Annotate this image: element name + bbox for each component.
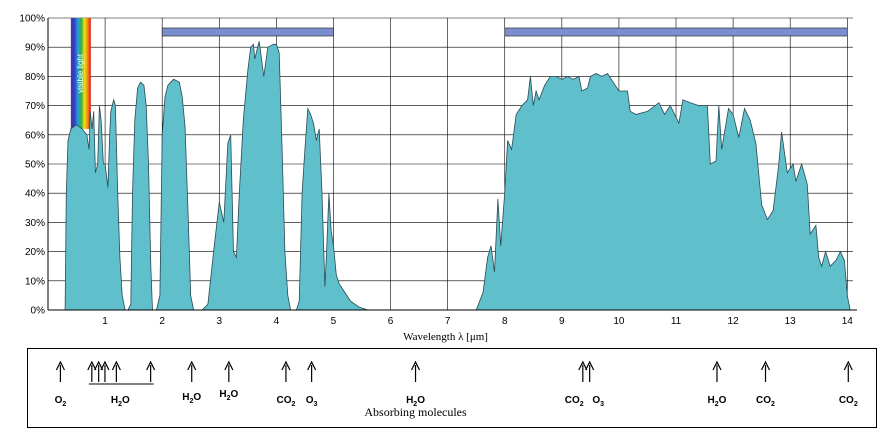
y-tick-label: 70% [25, 101, 45, 112]
y-tick-label: 100% [19, 14, 45, 25]
transmittance-chart: visible light 0% 10% 20% 30% 40% 50% 60% 70% 80%… [19, 14, 857, 343]
y-tick-label: 50% [25, 160, 45, 171]
molecule-labels: O2 H2O H2O H2O CO2 O3 H2O CO2 O3 H2O CO2 CO2 [55, 389, 858, 408]
y-tick-label: 0% [31, 306, 46, 317]
arrow-head [760, 360, 771, 371]
x-tick-label: 8 [502, 316, 508, 327]
x-tick-label: 2 [159, 316, 165, 327]
atmospheric-window-bars [161, 27, 848, 37]
molecule-label: H2O [182, 392, 201, 405]
y-tick-label: 90% [25, 43, 45, 54]
molecule-label: CO2 [565, 395, 584, 408]
arrow-head [712, 360, 722, 371]
x-tick-label: 5 [331, 316, 337, 327]
x-tick-label: 12 [728, 316, 740, 327]
arrow-head [111, 360, 121, 371]
molecule-label: H2O [111, 395, 130, 408]
chart-svg: visible light 0% 10% 20% 30% 40% 50% 60% 70% 80%… [19, 14, 857, 343]
transmittance-series [64, 41, 851, 311]
arrow-head [100, 360, 110, 371]
arrow-head [87, 360, 97, 371]
molecule-label: O3 [592, 395, 604, 408]
x-tick-label: 10 [613, 316, 625, 327]
arrow-head [281, 360, 291, 371]
arrow-head [187, 360, 197, 371]
arrow-head [585, 360, 595, 371]
arrow-head [843, 360, 853, 371]
y-tick-label: 10% [25, 276, 45, 287]
x-tick-label: 7 [445, 316, 451, 327]
absorbing-molecules-panel: O2 H2O H2O H2O CO2 O3 H2O CO2 O3 H2O CO2 CO2 Absorb… [27, 348, 877, 428]
x-tick-label: 3 [216, 316, 222, 327]
visible-band: visible light [70, 18, 91, 129]
molecule-label: H2O [219, 389, 238, 402]
window-bar [504, 27, 848, 37]
arrow-head [410, 360, 421, 371]
molecule-label: CO2 [756, 395, 775, 408]
visible-band-label: visible light [76, 53, 85, 93]
molecule-label: O2 [55, 395, 67, 408]
x-tick-label: 11 [671, 316, 682, 327]
y-tick-label: 30% [25, 218, 45, 229]
y-tick-label: 80% [25, 72, 45, 83]
x-tick-label: 13 [785, 316, 797, 327]
y-tick-label: 20% [25, 247, 45, 258]
absorbing-molecules-title: Absorbing molecules [364, 405, 467, 419]
x-tick-label: 4 [274, 316, 280, 327]
molecule-arrows [55, 360, 853, 385]
x-tick-label: 9 [559, 316, 565, 327]
x-tick-label: 1 [102, 316, 108, 327]
molecule-label: CO2 [839, 395, 858, 408]
arrow-head [224, 360, 234, 371]
tick-labels: 0%10%20%30%40%50%60%70%80%90%100%1 2 3 4 5 6 7… [19, 14, 853, 328]
molecule-label: CO2 [276, 395, 295, 408]
x-tick-label: 14 [842, 316, 854, 327]
transmittance-area [64, 41, 851, 311]
molecule-label: O3 [306, 395, 318, 408]
arrow-head [55, 360, 65, 371]
arrow-head [578, 360, 588, 371]
arrow-head [94, 360, 104, 371]
molecule-label: H2O [708, 395, 727, 408]
x-tick-label: 6 [388, 316, 394, 327]
molecules-svg: O2 H2O H2O H2O CO2 O3 H2O CO2 O3 H2O CO2 CO2 Absorb… [55, 360, 858, 419]
y-tick-label: 40% [25, 189, 45, 200]
x-axis-title: Wavelength λ [μm] [403, 331, 488, 343]
y-tick-label: 60% [25, 130, 45, 141]
molecule-label: H2O [406, 395, 425, 408]
arrow-head [307, 360, 317, 371]
arrow-head [146, 360, 156, 371]
window-bar [161, 27, 334, 37]
axes [47, 18, 857, 311]
visible-band-rainbow [70, 18, 91, 129]
